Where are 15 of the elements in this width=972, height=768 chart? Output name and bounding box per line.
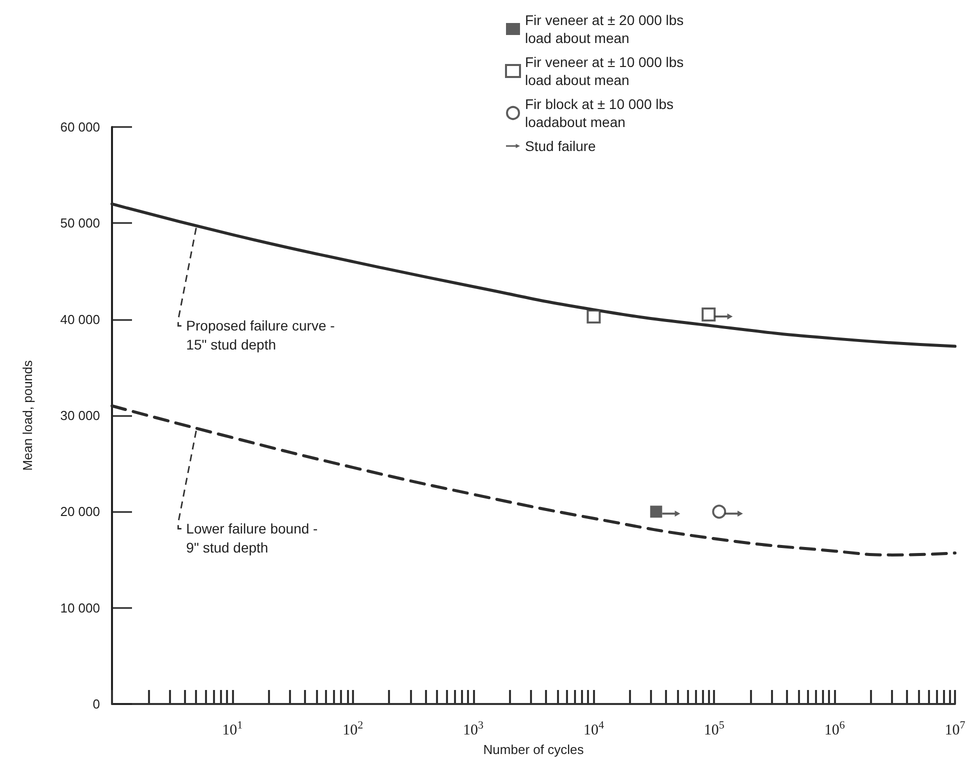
- y-tick-label: 0: [92, 696, 100, 712]
- y-tick-label: 60 000: [60, 120, 100, 134]
- y-tick-label: 50 000: [60, 216, 100, 231]
- x-axis-title: Number of cycles: [483, 742, 584, 757]
- legend-label: Fir veneer at ± 20 000 lbs load about mean: [525, 12, 684, 46]
- y-tick-label: 30 000: [60, 408, 100, 423]
- y-axis-title: Mean load, pounds: [20, 360, 35, 471]
- y-tick-label: 10 000: [60, 600, 100, 616]
- y-tick-label: 40 000: [60, 312, 100, 327]
- annotation: Lower failure bound - 9" stud depth: [186, 520, 318, 556]
- legend-label: Stud failure: [525, 138, 596, 154]
- legend-label: Fir veneer at ± 10 000 lbs load about mean: [525, 54, 684, 88]
- legend-label: Fir block at ± 10 000 lbs loadabout mean: [525, 96, 674, 130]
- annotation: Proposed failure curve - 15" stud depth: [186, 317, 336, 352]
- y-tick-label: 20 000: [60, 504, 100, 520]
